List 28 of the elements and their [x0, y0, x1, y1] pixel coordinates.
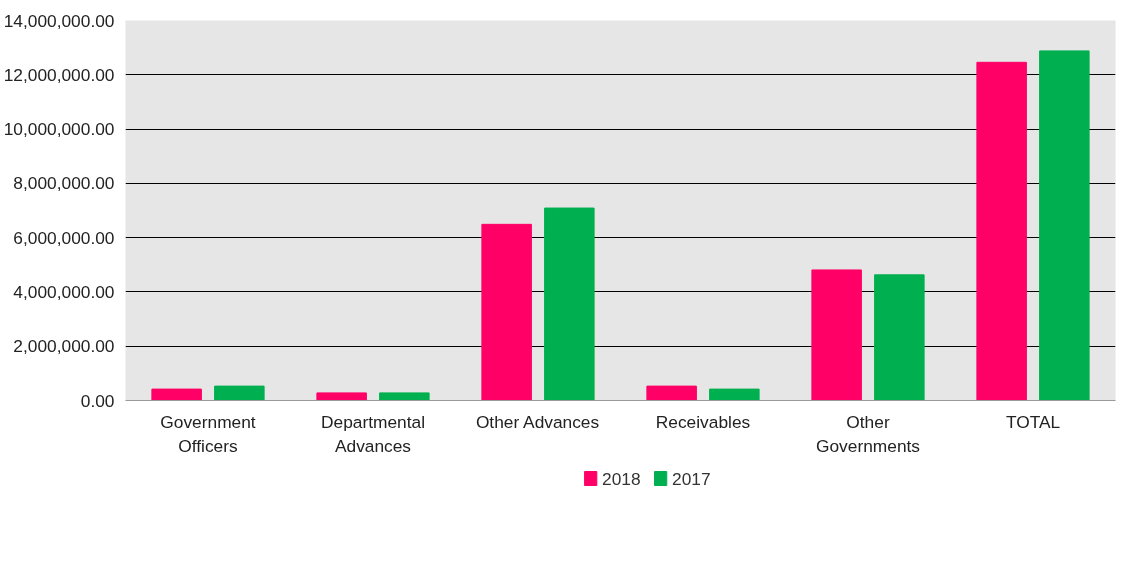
legend-label: 2017	[672, 468, 711, 489]
x-tick-label: Receivables	[655, 411, 751, 432]
y-tick-label: 14,000,000.00	[3, 10, 115, 31]
bar	[646, 385, 697, 401]
x-tick-label: Government Officers	[160, 411, 256, 456]
y-tick-label: 4,000,000.00	[13, 281, 115, 302]
bar	[214, 385, 265, 401]
y-tick-label: 12,000,000.00	[3, 64, 115, 85]
bar	[811, 269, 862, 401]
bar	[1039, 50, 1090, 401]
legend-label: 2018	[602, 468, 641, 489]
bar	[151, 388, 202, 401]
y-tick-label: 6,000,000.00	[13, 227, 115, 248]
bar	[316, 392, 367, 401]
x-tick-label: TOTAL	[1005, 411, 1061, 432]
x-tick-label: Departmental Advances	[320, 411, 426, 456]
x-tick-label: Other Governments	[815, 411, 921, 456]
bar	[709, 388, 760, 401]
bar	[976, 61, 1027, 401]
bar	[481, 223, 532, 401]
bar	[379, 392, 430, 401]
x-tick-label: Other Advances	[475, 411, 600, 432]
y-tick-label: 10,000,000.00	[3, 119, 115, 140]
bar	[874, 274, 925, 401]
bar	[544, 207, 595, 401]
y-tick-label: 2,000,000.00	[13, 336, 115, 357]
y-tick-label: 8,000,000.00	[13, 173, 115, 194]
y-tick-label: 0.00	[80, 390, 115, 411]
